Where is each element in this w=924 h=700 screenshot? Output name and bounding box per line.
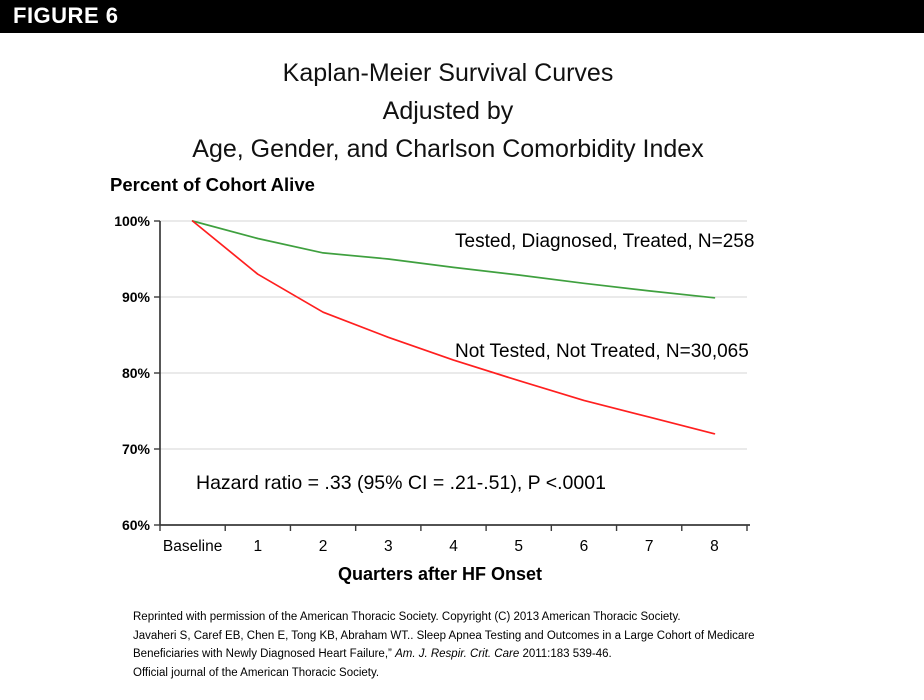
title-line-3: Age, Gender, and Charlson Comorbidity In… bbox=[192, 135, 704, 163]
y-axis-title: Percent of Cohort Alive bbox=[110, 174, 315, 195]
survival-chart: 100% 90% 80% 70% 60% Baseline 1 2 3 4 5 6 7 8 bbox=[114, 213, 750, 555]
x-tick-label: Baseline bbox=[163, 538, 222, 555]
figure-number-label: FIGURE 6 bbox=[13, 3, 119, 28]
footer-line-1: Reprinted with permission of the America… bbox=[133, 611, 681, 623]
title-line-1: Kaplan-Meier Survival Curves bbox=[282, 59, 614, 87]
figure-banner: FIGURE 6 bbox=[0, 0, 924, 33]
footer-citation-post: 2011:183 539-46. bbox=[519, 648, 612, 661]
hazard-ratio-annotation: Hazard ratio = .33 (95% CI = .21-.51), P… bbox=[196, 472, 606, 494]
x-axis-title: Quarters after HF Onset bbox=[337, 564, 543, 584]
y-tick-label: 60% bbox=[122, 517, 151, 533]
x-tick-label: 1 bbox=[254, 538, 263, 555]
x-tick-label: 4 bbox=[449, 538, 458, 555]
footer-citation-journal: Am. J. Respir. Crit. Care bbox=[395, 648, 520, 661]
y-tick-label: 80% bbox=[122, 365, 151, 381]
chart-title: Kaplan-Meier Survival Curves Adjusted by… bbox=[0, 54, 896, 168]
x-tick-label: 5 bbox=[514, 538, 523, 555]
tested-series-label: Tested, Diagnosed, Treated, N=258 bbox=[455, 231, 755, 252]
footer-line-2: Javaheri S, Caref EB, Chen E, Tong KB, A… bbox=[133, 629, 755, 642]
x-tick-label: 6 bbox=[580, 538, 589, 555]
tested-series-line bbox=[191, 220, 716, 299]
y-tick-label: 90% bbox=[122, 289, 151, 305]
footer-attribution: Reprinted with permission of the America… bbox=[133, 608, 755, 682]
x-tick-label: 2 bbox=[319, 538, 328, 555]
untested-series-label: Not Tested, Not Treated, N=30,065 bbox=[455, 341, 749, 362]
footer-line-4: Official journal of the American Thoraci… bbox=[133, 666, 380, 679]
footer-line-3: Beneficiaries with Newly Diagnosed Heart… bbox=[133, 645, 755, 664]
y-tick-label: 100% bbox=[114, 213, 150, 229]
title-line-2: Adjusted by bbox=[382, 97, 514, 125]
x-tick-label: 3 bbox=[384, 538, 393, 555]
untreated-series-line bbox=[191, 220, 716, 435]
x-tick-label: 7 bbox=[645, 538, 654, 555]
footer-citation-pre: Beneficiaries with Newly Diagnosed Heart… bbox=[133, 648, 396, 661]
x-tick-label: 8 bbox=[710, 538, 719, 555]
y-tick-label: 70% bbox=[122, 441, 151, 457]
